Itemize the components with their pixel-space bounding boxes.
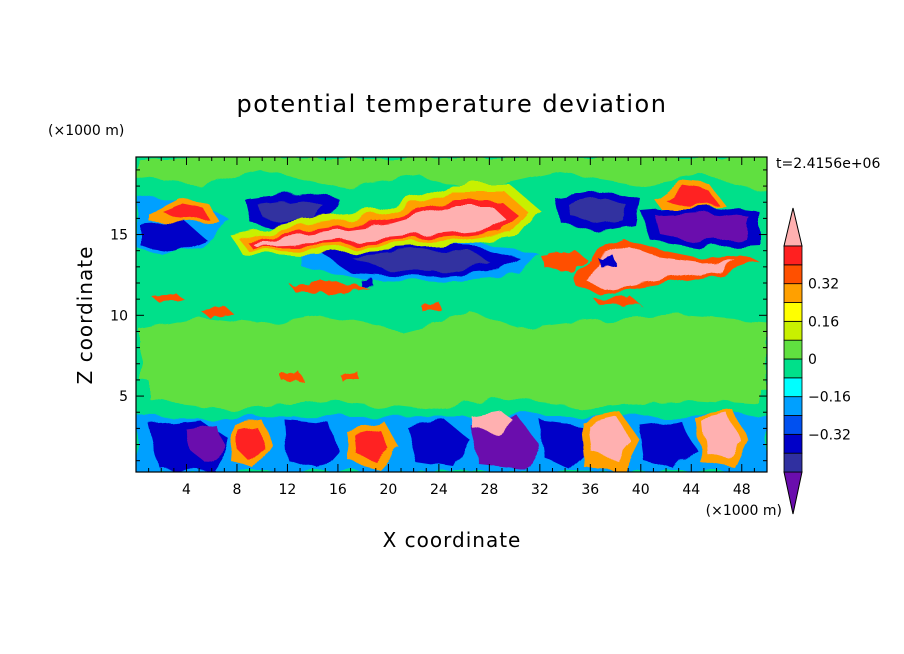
field-region (200, 306, 235, 318)
colorbar-label: −0.32 (808, 427, 851, 443)
field-region (285, 420, 338, 470)
field-region (280, 372, 302, 381)
colorbar-bin (783, 452, 803, 473)
field-region (702, 416, 740, 458)
field-region (185, 424, 225, 462)
x-tick-label: 20 (379, 482, 397, 498)
field-region (665, 188, 718, 206)
x-tick-label: 8 (232, 482, 241, 498)
y-tick-label: 10 (110, 308, 128, 324)
colorbar-extend-max (783, 207, 803, 247)
field-region (588, 418, 630, 458)
y-tick-label: 5 (119, 389, 128, 405)
x-tick-label: 24 (430, 482, 448, 498)
x-tick-label: 32 (531, 482, 549, 498)
field-region (356, 430, 390, 462)
field-region (595, 296, 640, 306)
contour-field (136, 157, 767, 472)
y-axis-unit: (×1000 m) (48, 123, 124, 139)
colorbar-bin (783, 377, 803, 398)
x-tick-label: 36 (581, 482, 599, 498)
x-tick-label: 16 (329, 482, 347, 498)
field-region (655, 212, 750, 242)
y-axis: 5 10 15 (110, 169, 767, 462)
colorbar-bin (783, 433, 803, 454)
field-region (598, 254, 616, 268)
field-region (165, 206, 210, 222)
x-tick-label: 12 (279, 482, 297, 498)
field-region (405, 420, 470, 468)
colorbar-bin (783, 415, 803, 435)
field-region (340, 372, 360, 381)
x-axis-label: X coordinate (383, 528, 522, 552)
field-region (470, 410, 515, 432)
field-region (420, 303, 442, 311)
colorbar: 0.32 0.16 0 −0.16 −0.32 (783, 207, 851, 515)
x-tick-label: 4 (182, 482, 191, 498)
y-tick-label: 15 (110, 228, 128, 244)
x-axis-unit: (×1000 m) (706, 503, 782, 519)
colorbar-extend-min (783, 471, 803, 515)
field-region (470, 418, 540, 470)
field-region (640, 420, 695, 470)
field-region (150, 292, 185, 303)
colorbar-label: −0.16 (808, 390, 851, 406)
chart-title: potential temperature deviation (237, 90, 668, 118)
field-region (568, 198, 628, 225)
field-region (290, 282, 370, 294)
colorbar-bin (783, 245, 803, 266)
colorbar-label: 0.16 (808, 314, 839, 330)
time-label: t=2.4156e+06 (776, 156, 880, 172)
colorbar-bin (783, 396, 803, 416)
field-region (540, 250, 590, 272)
field-region (350, 250, 490, 270)
colorbar-bin (783, 264, 803, 285)
colorbar-label: 0.32 (808, 277, 839, 293)
colorbar-bin (783, 302, 803, 322)
x-tick-label: 44 (682, 482, 700, 498)
x-tick-label: 48 (733, 482, 751, 498)
field-region (540, 420, 590, 470)
field-region (258, 199, 325, 222)
field-region (136, 157, 767, 190)
y-axis-label: Z coordinate (73, 246, 97, 385)
x-tick-label: 40 (632, 482, 650, 498)
field-region (240, 428, 264, 462)
colorbar-label: 0 (808, 352, 817, 368)
colorbar-bin (783, 320, 803, 341)
field-region (140, 222, 205, 250)
x-tick-label: 28 (480, 482, 498, 498)
colorbar-bin (783, 339, 803, 360)
field-region (250, 206, 505, 245)
field-region (150, 345, 760, 410)
colorbar-bin (783, 358, 803, 379)
field-region (360, 278, 374, 287)
colorbar-bin (783, 283, 803, 303)
field-region (588, 246, 735, 290)
x-axis: 4 8 12 16 20 24 28 32 36 40 44 48 (148, 157, 755, 498)
